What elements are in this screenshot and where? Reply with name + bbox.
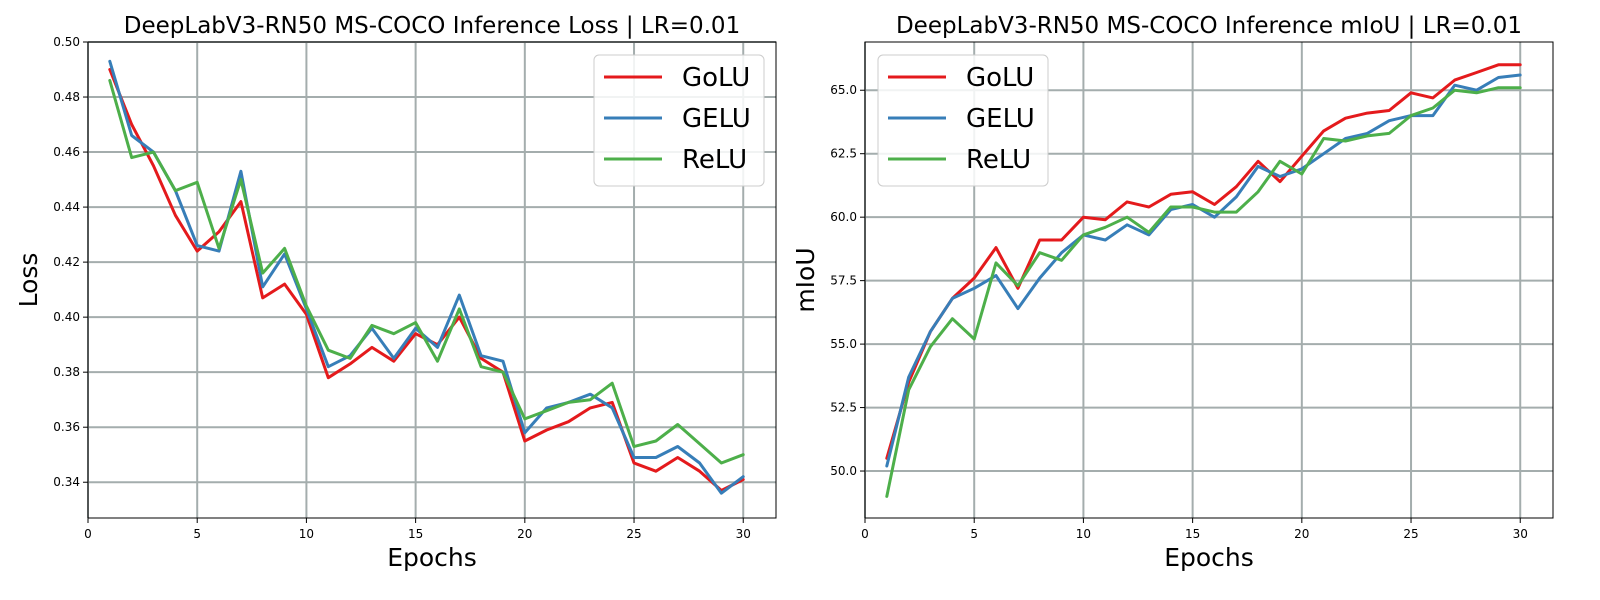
- x-tick-label: 5: [193, 527, 201, 541]
- y-tick-label: 55.0: [830, 337, 857, 351]
- legend-label-golu: GoLU: [966, 63, 1034, 93]
- plot-frame: [864, 41, 1554, 519]
- miou-chart: 0 5 10 15 20 25 30 50.0 52.5 55.0 57.5 60.0 62.5 65.0…: [791, 13, 1554, 572]
- x-tick-label: 10: [1076, 527, 1091, 541]
- legend-label-gelu: GELU: [966, 104, 1035, 134]
- y-tick-label: 60.0: [830, 210, 857, 224]
- legend-label-golu: GoLU: [682, 63, 750, 93]
- legend-label-relu: ReLU: [966, 145, 1031, 175]
- x-tick-label: 5: [970, 527, 978, 541]
- x-tick-label: 15: [408, 527, 423, 541]
- y-tick-label: 0.42: [53, 255, 80, 269]
- y-tick-label: 0.34: [53, 475, 80, 489]
- x-tick-label: 0: [861, 527, 869, 541]
- series-line-relu: [108, 79, 745, 465]
- x-tick-label: 15: [1185, 527, 1200, 541]
- y-tick-label: 62.5: [830, 147, 857, 161]
- y-axis-label: Loss: [14, 253, 43, 308]
- y-tick-label: 65.0: [830, 83, 857, 97]
- x-tick-label: 25: [626, 527, 641, 541]
- x-tick-label: 10: [299, 527, 314, 541]
- chart-title: DeepLabV3-RN50 MS-COCO Inference mIoU | …: [896, 13, 1522, 39]
- x-tick-label: 25: [1403, 527, 1418, 541]
- legend-label-relu: ReLU: [682, 145, 747, 175]
- x-axis-label: Epochs: [387, 543, 477, 572]
- chart-title: DeepLabV3-RN50 MS-COCO Inference Loss | …: [124, 13, 740, 39]
- y-tick-label: 0.46: [53, 145, 80, 159]
- y-tick-label: 52.5: [830, 401, 857, 415]
- y-tick-label: 0.44: [53, 200, 80, 214]
- legend: GoLU GELU ReLU: [593, 54, 765, 187]
- x-tick-label: 20: [1294, 527, 1309, 541]
- x-tick-label: 30: [1513, 527, 1528, 541]
- series-line-gelu: [108, 59, 745, 495]
- series-line-relu: [885, 86, 1522, 498]
- legend-box: [877, 54, 1049, 187]
- legend-box: [593, 54, 765, 187]
- y-axis-label: mIoU: [791, 247, 820, 312]
- plot-frame: [87, 41, 777, 519]
- x-tick-label: 0: [84, 527, 92, 541]
- x-tick-label: 30: [736, 527, 751, 541]
- series-line-golu: [885, 63, 1522, 460]
- y-tick-label: 0.38: [53, 365, 80, 379]
- y-tick-label: 0.36: [53, 420, 80, 434]
- y-tick-label: 0.40: [53, 310, 80, 324]
- legend-label-gelu: GELU: [682, 104, 751, 134]
- x-axis-label: Epochs: [1164, 543, 1254, 572]
- y-tick-label: 0.48: [53, 90, 80, 104]
- loss-chart: 0 5 10 15 20 25 30 0.34 0.36 0.38 0.40 0.42 0.44 0.46…: [14, 13, 777, 572]
- legend: GoLU GELU ReLU: [877, 54, 1049, 187]
- x-tick-label: 20: [517, 527, 532, 541]
- y-tick-label: 57.5: [830, 274, 857, 288]
- y-tick-label: 0.50: [53, 35, 80, 49]
- y-tick-label: 50.0: [830, 464, 857, 478]
